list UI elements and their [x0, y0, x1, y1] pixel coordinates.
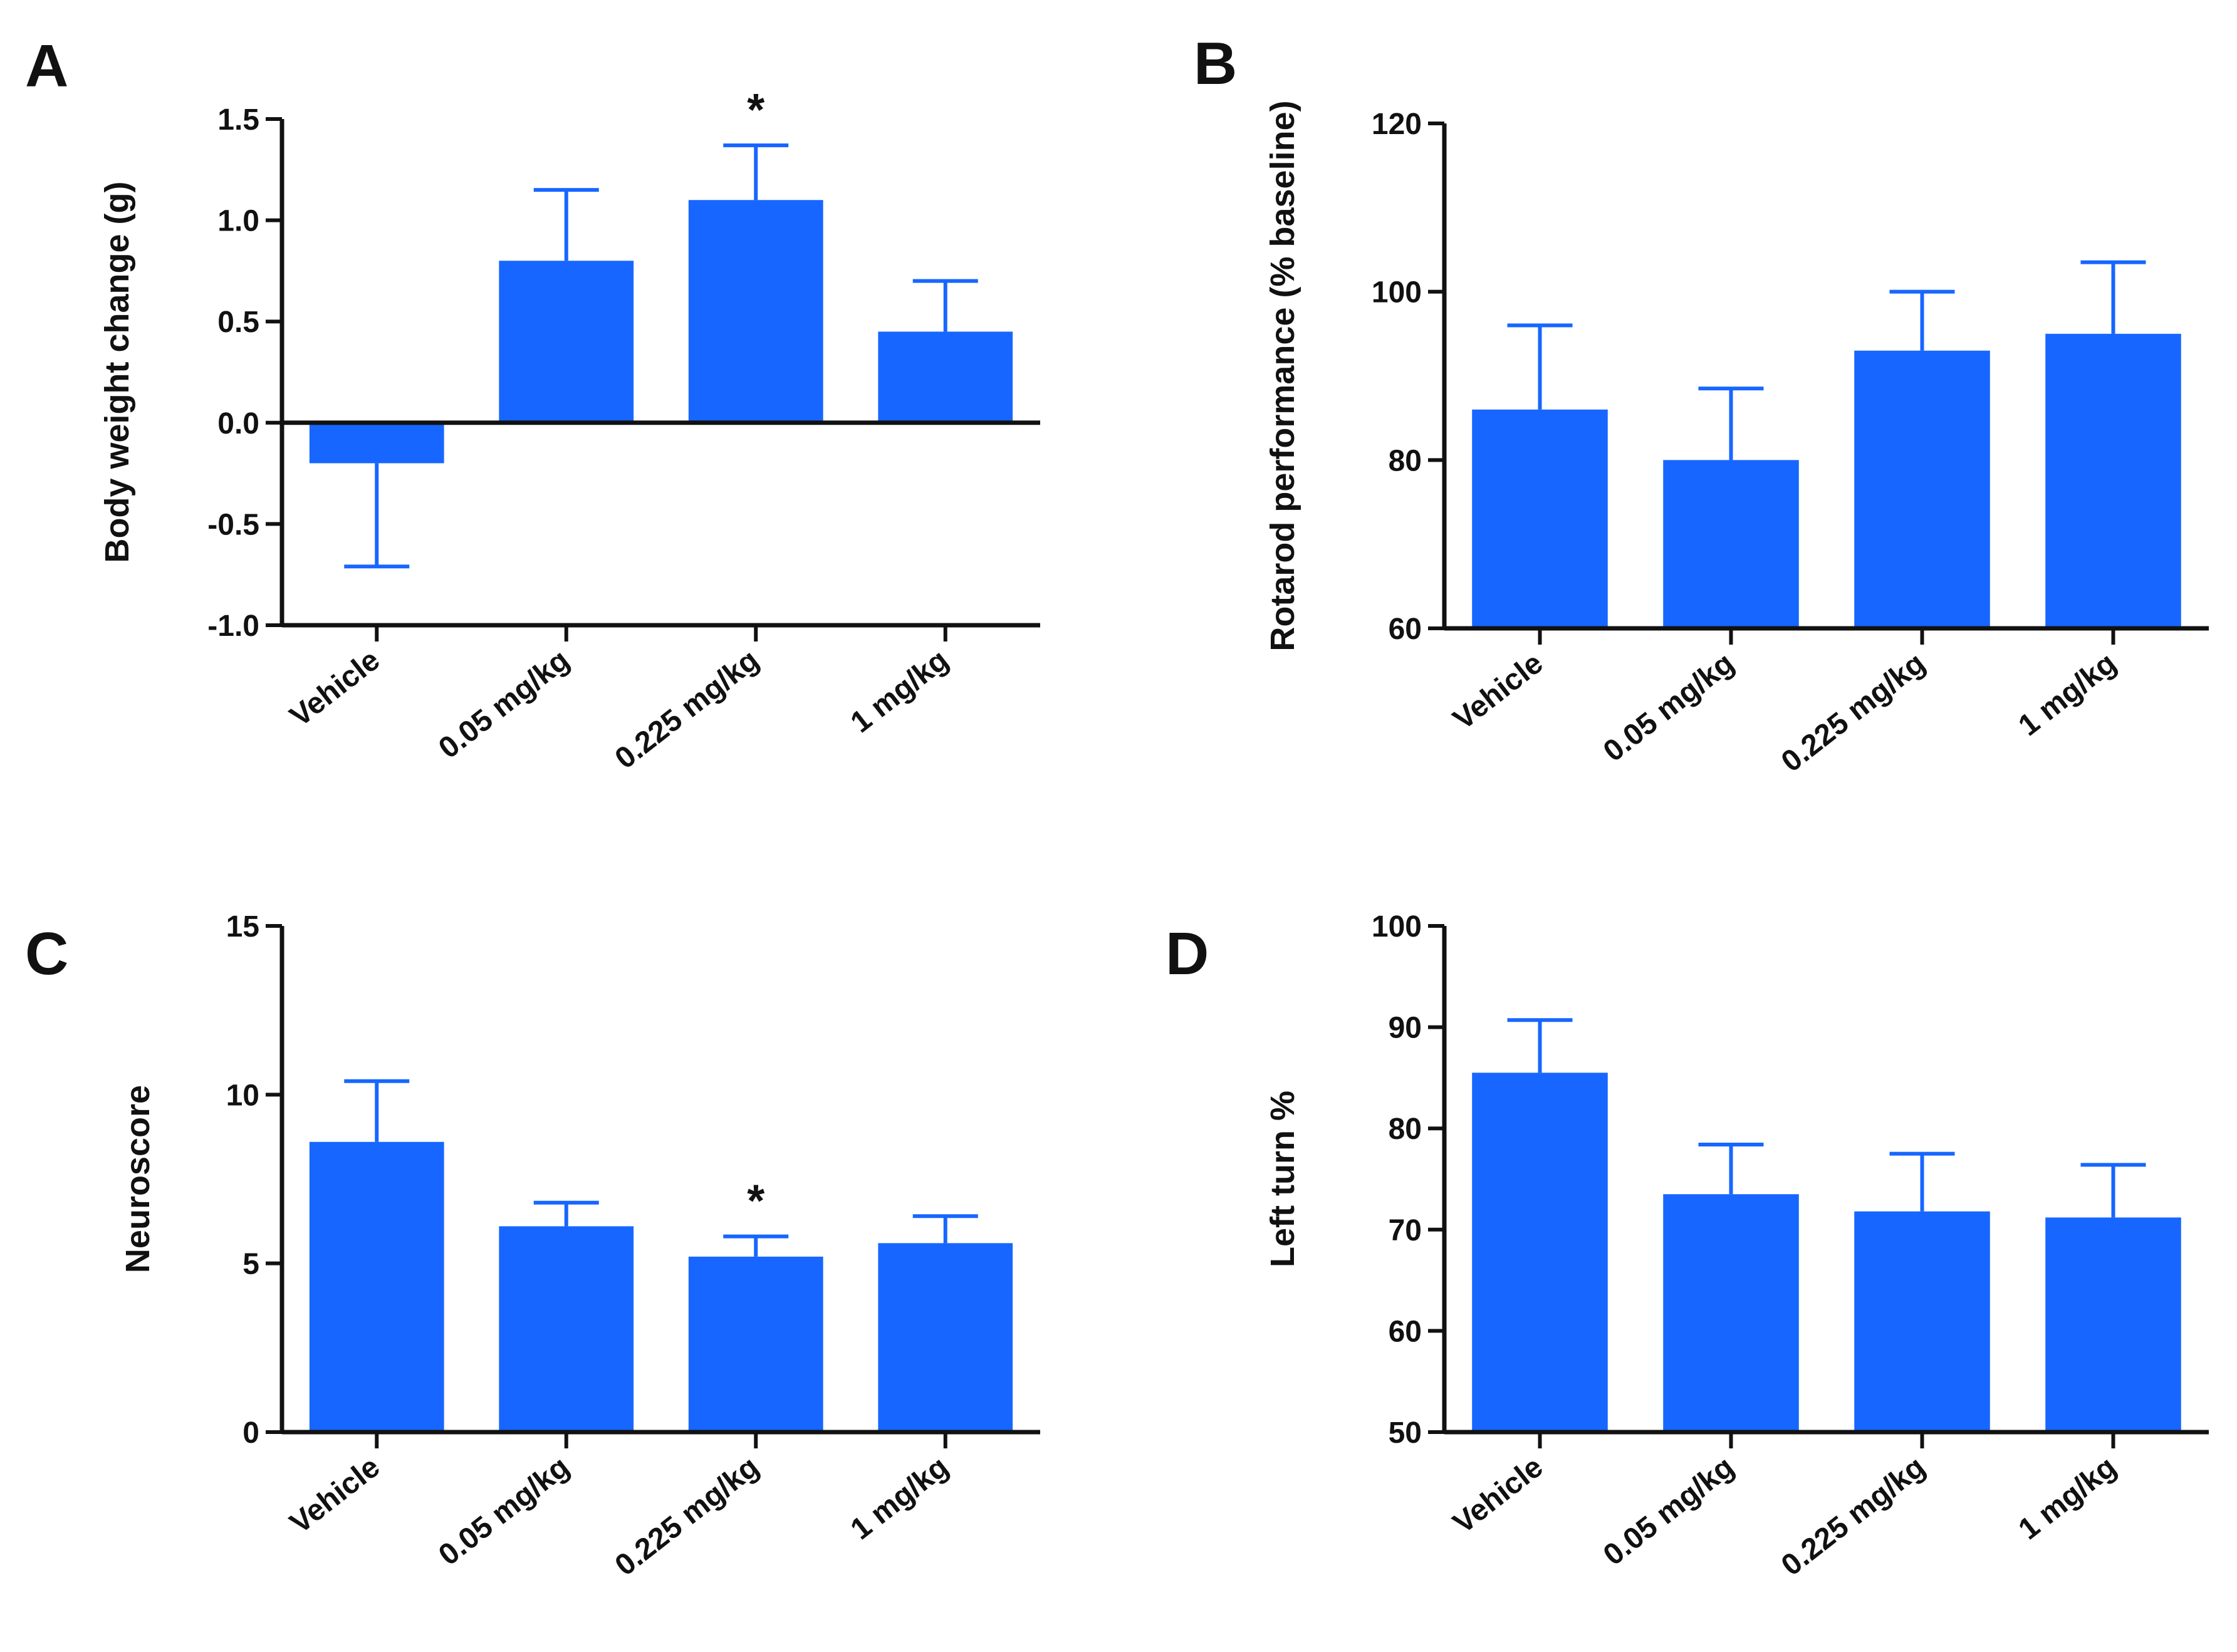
bar	[1472, 1073, 1608, 1432]
y-tick-label: 5	[242, 1248, 259, 1281]
y-tick-label: -1.0	[207, 610, 259, 643]
category-label: 0.225 mg/kg	[1775, 1450, 1931, 1582]
y-axis-label: Left turn %	[1264, 1091, 1301, 1267]
y-tick-label: 1.5	[217, 103, 259, 137]
y-tick-label: 90	[1389, 1012, 1422, 1045]
y-tick-label: 10	[226, 1079, 259, 1112]
category-label: 0.225 mg/kg	[1775, 647, 1931, 779]
y-tick-label: 50	[1389, 1416, 1422, 1450]
significance-marker: *	[747, 85, 764, 135]
bar	[878, 331, 1013, 423]
bar	[1472, 409, 1608, 628]
category-label: 0.05 mg/kg	[432, 1450, 575, 1572]
bar	[499, 1226, 634, 1432]
y-tick-label: 60	[1389, 1315, 1422, 1348]
category-label: 1 mg/kg	[845, 643, 955, 739]
panel-letter: D	[1165, 920, 1209, 987]
category-label: 1 mg/kg	[2013, 1450, 2123, 1546]
bar	[309, 1141, 444, 1432]
significance-marker: *	[747, 1177, 764, 1227]
panel-b: B Rotarod performance (% baseline) 60 80 100…	[1194, 30, 2209, 779]
panel-letter: B	[1194, 30, 1237, 97]
panel-letter: C	[25, 920, 68, 987]
y-tick-label: 1.0	[217, 205, 259, 238]
category-label: 0.05 mg/kg	[1597, 647, 1740, 769]
y-tick-label: 100	[1372, 276, 1422, 309]
panel-c: C Neuroscore * 0 5 10 15 Vehicle 0.05 mg/kg 0.225…	[25, 910, 1040, 1582]
y-tick-label: -0.5	[207, 508, 259, 541]
y-tick-label: 0.5	[217, 306, 259, 339]
panel-letter: A	[25, 33, 68, 100]
category-label: Vehicle	[284, 643, 386, 734]
bar	[878, 1243, 1013, 1432]
y-tick-label: 80	[1389, 444, 1422, 477]
bar	[1854, 350, 1990, 628]
y-tick-label: 0	[242, 1416, 259, 1450]
category-label: 1 mg/kg	[2013, 647, 2123, 742]
y-tick-label: 80	[1389, 1113, 1422, 1146]
y-axis-label: Neuroscore	[119, 1085, 157, 1273]
y-tick-label: 15	[226, 910, 259, 943]
bar	[309, 422, 444, 464]
category-label: Vehicle	[1447, 647, 1549, 737]
bar	[1854, 1211, 1990, 1432]
panel-a: A Body weight change (g) * -1.0 -0.5 0.0 0.5 1.…	[25, 33, 1040, 776]
y-tick-label: 70	[1389, 1214, 1422, 1247]
y-axis-label: Body weight change (g)	[98, 181, 136, 563]
category-label: 0.05 mg/kg	[432, 643, 575, 766]
y-tick-label: 0.0	[217, 407, 259, 440]
y-axis-label: Rotarod performance (% baseline)	[1264, 100, 1301, 651]
category-label: 0.225 mg/kg	[609, 643, 765, 776]
category-label: 0.225 mg/kg	[609, 1450, 765, 1582]
y-tick-label: 60	[1389, 613, 1422, 646]
bar	[688, 1256, 823, 1432]
category-label: 1 mg/kg	[845, 1450, 955, 1546]
panel-d: D Left turn % 50 60 70 80 90 100 Vehicle 0.05 mg/…	[1165, 910, 2209, 1582]
bar	[2045, 333, 2181, 628]
y-tick-label: 120	[1372, 108, 1422, 141]
category-label: Vehicle	[284, 1450, 386, 1540]
bar	[1663, 460, 1799, 628]
category-label: 0.05 mg/kg	[1597, 1450, 1740, 1572]
bar	[688, 200, 823, 423]
bar	[499, 261, 634, 423]
category-label: Vehicle	[1447, 1450, 1549, 1540]
bar	[1663, 1194, 1799, 1432]
y-tick-label: 100	[1372, 910, 1422, 943]
bar	[2045, 1217, 2181, 1432]
